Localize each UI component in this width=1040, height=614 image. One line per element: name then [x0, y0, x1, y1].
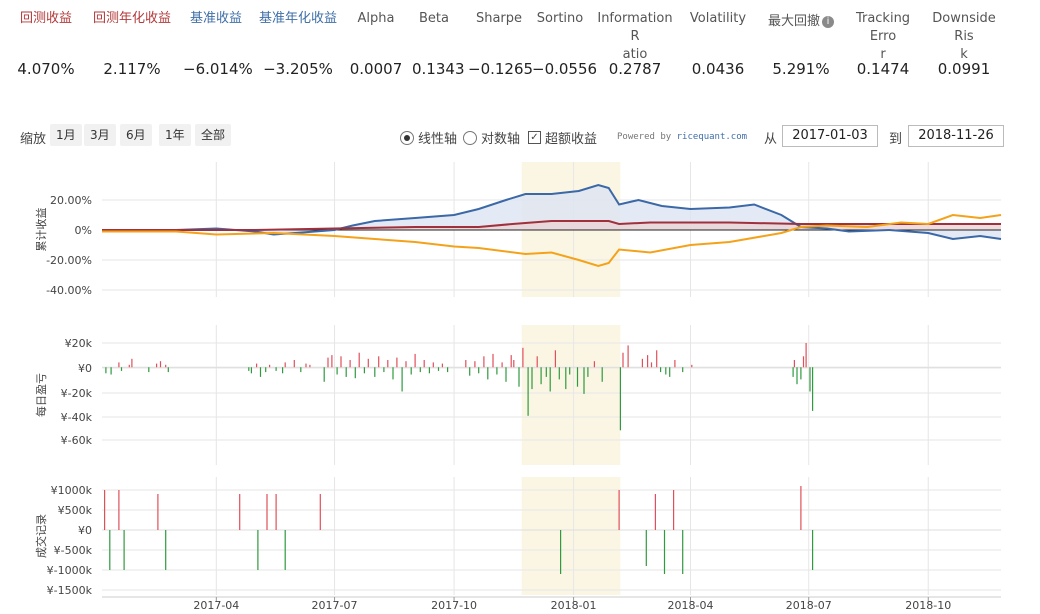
metric-value: 0.1474: [856, 60, 910, 78]
linear-axis-label: 线性轴: [418, 132, 458, 147]
zoom-6m-button[interactable]: 6月: [120, 124, 152, 146]
metrics-panel: 回测收益 4.070% 回测年化收益 2.117% 基准收益 −6.014% 基准年化收益 −…: [16, 10, 1026, 80]
to-label: 到: [889, 132, 903, 147]
x-tick-label: 2018-10: [905, 599, 951, 612]
metric-2: 基准收益 −6.014%: [183, 10, 253, 78]
y-tick-label: ¥1000k: [51, 484, 93, 497]
metric-0: 回测收益 4.070%: [16, 10, 76, 78]
metric-3: 基准年化收益 −3.205%: [254, 10, 342, 78]
metric-label: Alpha: [357, 11, 395, 26]
powered-by-label: Powered by: [617, 132, 677, 142]
y-tick-label: ¥-1500k: [47, 584, 93, 597]
y-axis-label: 成交记录: [34, 514, 48, 558]
excess-return-label: 超额收益: [545, 132, 598, 147]
ricequant-link[interactable]: ricequant.com: [676, 132, 748, 142]
metric-12: Downside Ris k 0.0991: [921, 10, 1007, 78]
metric-label: 回测收益: [19, 11, 72, 26]
metric-9: Volatility 0.0436: [688, 10, 748, 78]
excess-line: [102, 213, 1002, 268]
metric-value: −3.205%: [263, 60, 333, 78]
info-icon[interactable]: i: [822, 16, 834, 28]
metric-label: 最大回撤: [767, 14, 820, 29]
metric-label: 回测年化收益: [92, 11, 171, 26]
from-label: 从: [764, 132, 778, 147]
metric-value: 0.1343: [412, 60, 465, 78]
zoom-all-button[interactable]: 全部: [195, 124, 232, 146]
y-tick-label: ¥-40k: [61, 411, 93, 424]
log-axis-radio[interactable]: 对数轴: [463, 128, 520, 147]
x-tick-label: 2017-04: [193, 599, 239, 612]
start-date-input[interactable]: 2017-01-03: [782, 125, 878, 147]
metric-label: Tracking Erro r: [855, 11, 911, 62]
x-tick-label: 2018-07: [786, 599, 832, 612]
metric-8: Information R atio 0.2787: [592, 10, 678, 78]
y-tick-label: ¥20k: [65, 337, 93, 350]
metric-6: Sharpe −0.1265: [468, 10, 533, 78]
y-tick-label: ¥0: [78, 362, 92, 375]
metric-value: −0.1265: [468, 60, 534, 78]
metric-label: Volatility: [689, 11, 747, 26]
x-tick-label: 2018-04: [668, 599, 714, 612]
metric-10: 最大回撤 i 5.291%: [764, 10, 838, 78]
excess-return-checkbox[interactable]: ✓ 超额收益: [528, 128, 597, 147]
metric-label: 基准年化收益: [258, 11, 337, 26]
checkbox-checked-icon: ✓: [528, 131, 541, 144]
y-tick-label: ¥-60k: [61, 434, 93, 447]
y-axis-label: 每日盈亏: [34, 373, 48, 417]
metric-label: Information R atio: [597, 11, 673, 62]
metric-11: Tracking Erro r 0.1474: [842, 10, 924, 78]
y-tick-label: -20.00%: [46, 254, 92, 267]
metric-label: 基准收益: [189, 11, 242, 26]
metric-value: 0.0007: [349, 60, 403, 78]
zoom-label: 缩放: [20, 132, 47, 147]
metric-value: −6.014%: [183, 60, 253, 78]
log-axis-label: 对数轴: [481, 132, 521, 147]
zoom-1y-button[interactable]: 1年: [159, 124, 191, 146]
metric-5: Beta 0.1343: [412, 10, 465, 78]
metric-value: 5.291%: [772, 60, 830, 78]
y-tick-label: -40.00%: [46, 284, 92, 297]
y-tick-label: ¥500k: [58, 504, 93, 517]
metric-label: Sharpe: [475, 11, 523, 26]
y-tick-label: ¥-1000k: [47, 564, 93, 577]
radio-selected-icon: [400, 130, 414, 145]
strategy-line: [102, 220, 1001, 231]
x-tick-label: 2017-10: [431, 599, 477, 612]
x-tick-label: 2018-01: [551, 599, 597, 612]
highlight-band: [521, 325, 621, 465]
y-tick-label: ¥-500k: [54, 544, 93, 557]
x-tick-label: 2017-07: [312, 599, 358, 612]
y-tick-label: ¥-20k: [61, 387, 93, 400]
metric-label: Downside Ris k: [932, 11, 996, 62]
metric-label: Sortino: [536, 11, 584, 26]
zoom-3m-button[interactable]: 3月: [84, 124, 116, 146]
powered-by-text: Powered by ricequant.com: [617, 132, 747, 142]
metric-1: 回测年化收益 2.117%: [88, 10, 176, 78]
metric-value: 0.2787: [608, 60, 662, 78]
y-tick-label: 0%: [75, 224, 92, 237]
strategy-area: [102, 221, 1001, 230]
backtest-chart[interactable]: 20.00% 0% -20.00% -40.00% 累计收益 ¥20k ¥0 ¥-20k ¥-4…: [0, 160, 1040, 614]
metric-value: 0.0436: [691, 60, 745, 78]
chart-toolbar: 缩放 1月 3月 6月 1年 全部 线性轴 对数轴 ✓ 超额收益 Powered…: [20, 124, 1010, 150]
metric-value: 2.117%: [103, 60, 161, 78]
end-date-input[interactable]: 2018-11-26: [908, 125, 1004, 147]
highlight-band: [521, 477, 621, 595]
metric-value: 4.070%: [17, 60, 75, 78]
metric-7: Sortino −0.0556: [532, 10, 597, 78]
linear-axis-radio[interactable]: 线性轴: [400, 128, 457, 147]
metric-value: 0.0991: [937, 60, 991, 78]
y-axis-label: 累计收益: [34, 208, 48, 252]
metric-label: Beta: [419, 11, 449, 26]
metric-value: −0.0556: [532, 60, 598, 78]
metric-4: Alpha 0.0007: [349, 10, 403, 78]
zoom-1m-button[interactable]: 1月: [50, 124, 82, 146]
y-tick-label: 20.00%: [50, 194, 92, 207]
radio-unselected-icon: [463, 130, 477, 145]
y-tick-label: ¥0: [78, 524, 92, 537]
